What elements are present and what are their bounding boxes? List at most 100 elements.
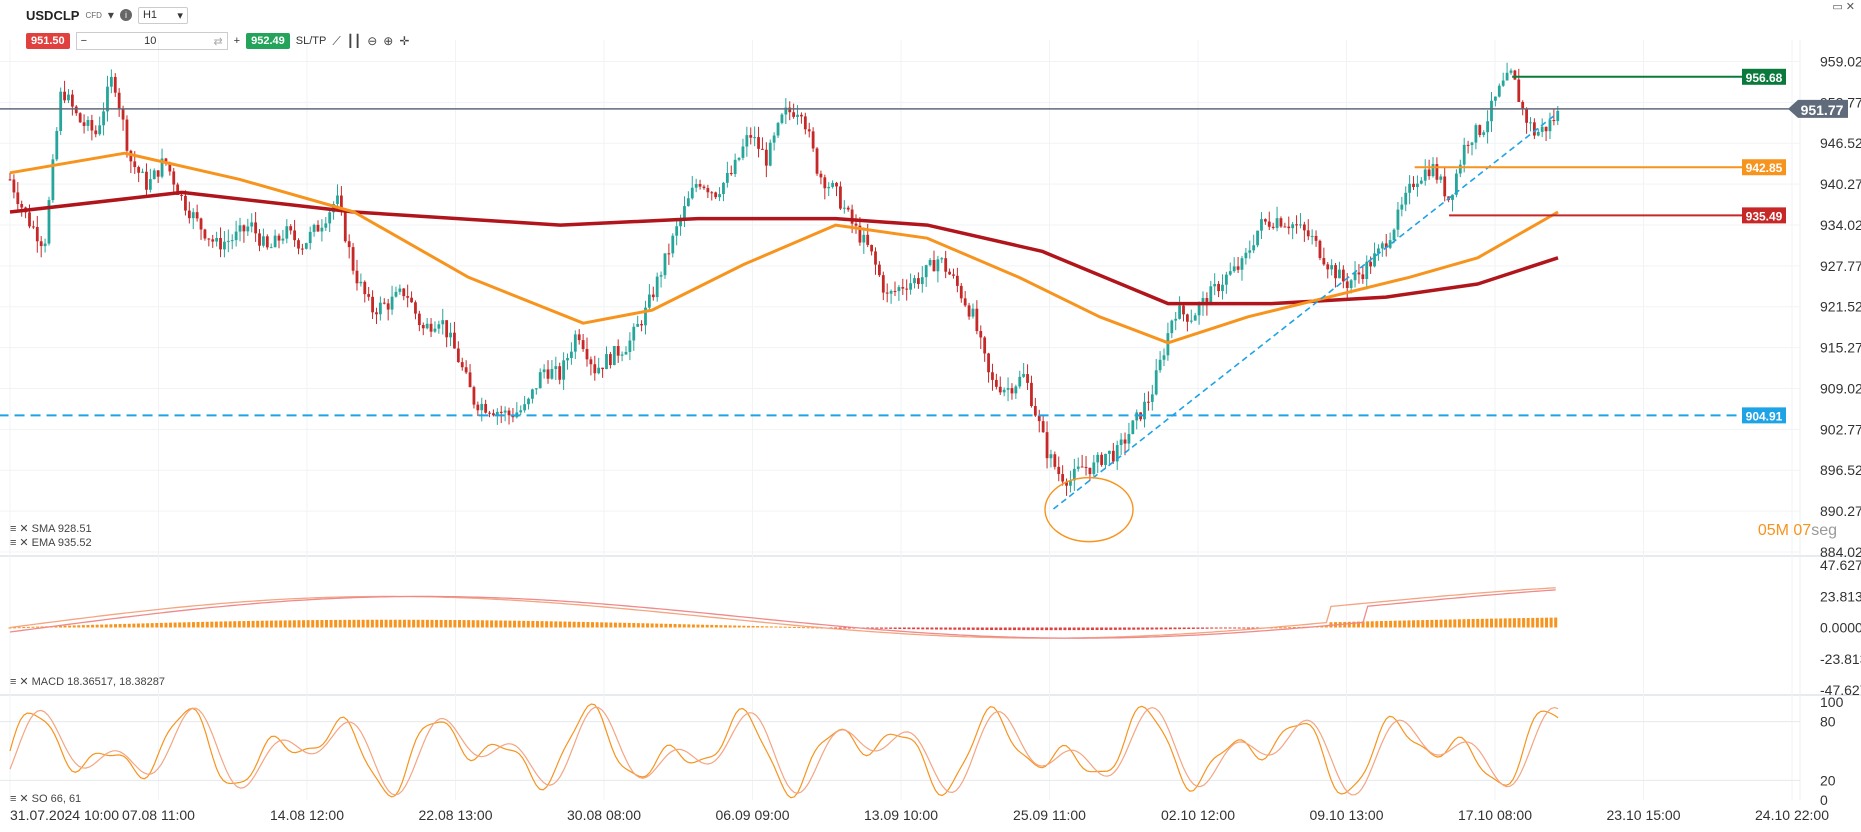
candle-body	[729, 172, 733, 175]
sltp-button[interactable]: SL/TP	[295, 35, 327, 47]
candle-body	[573, 334, 577, 352]
candle-body	[308, 231, 312, 244]
candle-body	[1244, 252, 1248, 259]
candle-body	[819, 173, 823, 178]
level-tag-label: 904.91	[1746, 409, 1783, 423]
candle-body	[410, 297, 413, 303]
minus-icon[interactable]: −	[80, 35, 88, 47]
candle-body	[207, 238, 211, 240]
candle-body	[254, 222, 258, 234]
info-icon[interactable]: i	[119, 9, 132, 21]
settings-icon[interactable]: ≡	[10, 522, 17, 535]
macd-bar	[1246, 627, 1250, 629]
macd-bar	[17, 627, 21, 629]
so-legend: ≡ ✕ SO 66, 61	[10, 792, 81, 806]
macd-bar	[375, 619, 379, 628]
macd-bar	[1178, 627, 1182, 630]
buy-button[interactable]: 952.49	[246, 33, 290, 49]
macd-bar	[1049, 627, 1053, 631]
candle-body	[152, 170, 156, 180]
remove-icon[interactable]: ✕	[19, 523, 29, 535]
quantity-stepper[interactable]: − 10 ⇄	[75, 32, 228, 50]
macd-bar	[343, 619, 347, 628]
candle-body	[1544, 126, 1548, 132]
candle-body	[1224, 274, 1228, 285]
candle-body	[172, 171, 176, 185]
macd-bar	[1535, 617, 1539, 628]
remove-icon[interactable]: ✕	[19, 676, 29, 688]
candle-body	[476, 404, 480, 411]
remove-icon[interactable]: ✕	[19, 793, 29, 805]
price-tick-label: 934.02	[1820, 217, 1861, 233]
candle-body	[1295, 224, 1298, 226]
macd-bar	[1159, 627, 1163, 630]
candle-body	[1443, 176, 1447, 197]
macd-bar	[490, 620, 494, 628]
caret-down-icon[interactable]: ▾	[107, 8, 114, 22]
settings-icon[interactable]: ≡	[10, 792, 17, 805]
candle-body	[203, 229, 207, 239]
candle-body	[1497, 85, 1501, 97]
candle-body	[1271, 226, 1275, 228]
candle-body	[211, 239, 215, 242]
macd-bar	[141, 623, 145, 628]
macd-bar	[361, 619, 365, 628]
macd-line	[9, 587, 1556, 639]
candle-body	[437, 324, 441, 329]
macd-bar	[1022, 627, 1026, 631]
swap-icon[interactable]: ⇄	[213, 35, 223, 48]
candle-body	[1427, 169, 1431, 177]
macd-bar	[1361, 621, 1365, 628]
sell-button[interactable]: 951.50	[26, 33, 70, 49]
candle-body	[534, 388, 538, 390]
candle-body	[28, 212, 31, 227]
candle-body	[82, 122, 86, 126]
close-icon[interactable]: ✕	[1845, 1, 1855, 13]
candle-body	[831, 182, 835, 187]
candle-body	[289, 226, 293, 231]
macd-bar	[187, 622, 191, 628]
crosshair-icon[interactable]: ✛	[399, 34, 410, 48]
candle-body	[1341, 269, 1345, 282]
candles-icon[interactable]: ┃┃	[346, 34, 362, 48]
candle-body	[835, 182, 838, 187]
macd-bar	[554, 621, 558, 628]
remove-icon[interactable]: ✕	[19, 537, 29, 549]
candle-body	[265, 236, 269, 248]
macd-bar	[898, 627, 902, 630]
macd-bar	[710, 624, 714, 628]
zoom-in-icon[interactable]: ⊕	[383, 34, 394, 48]
candle-body	[1041, 421, 1045, 433]
zoom-out-icon[interactable]: ⊖	[367, 34, 378, 48]
candle-body	[636, 324, 640, 327]
candle-body	[1357, 272, 1361, 275]
candle-body	[784, 107, 788, 115]
macd-bar	[265, 620, 269, 628]
macd-bar	[247, 620, 251, 628]
macd-bar	[1279, 627, 1283, 629]
settings-icon[interactable]: ≡	[10, 675, 17, 688]
macd-bar	[976, 627, 980, 630]
macd-bar	[760, 626, 764, 628]
symbol-label[interactable]: USDCLP	[26, 7, 80, 23]
candle-body	[753, 137, 757, 139]
timeframe-select[interactable]: H1 ▾	[137, 6, 188, 24]
candle-body	[714, 192, 718, 198]
candle-body	[359, 281, 363, 284]
line-chart-icon[interactable]: ⟋	[332, 33, 341, 48]
candle-body	[1423, 169, 1427, 181]
window-controls: ▭ ✕	[1832, 0, 1855, 13]
plus-icon[interactable]: +	[233, 35, 241, 47]
macd-bar	[907, 627, 911, 630]
time-tick-label: 23.10 15:00	[1607, 807, 1681, 823]
settings-icon[interactable]: ≡	[10, 536, 17, 549]
candle-body	[538, 372, 542, 389]
candle-body	[168, 162, 172, 172]
candle-body	[718, 194, 721, 198]
candle-body	[725, 172, 729, 183]
macd-bar	[673, 624, 677, 628]
quantity-value[interactable]: 10	[144, 35, 157, 47]
maximize-icon[interactable]: ▭	[1832, 1, 1843, 13]
macd-bar	[1554, 617, 1558, 628]
